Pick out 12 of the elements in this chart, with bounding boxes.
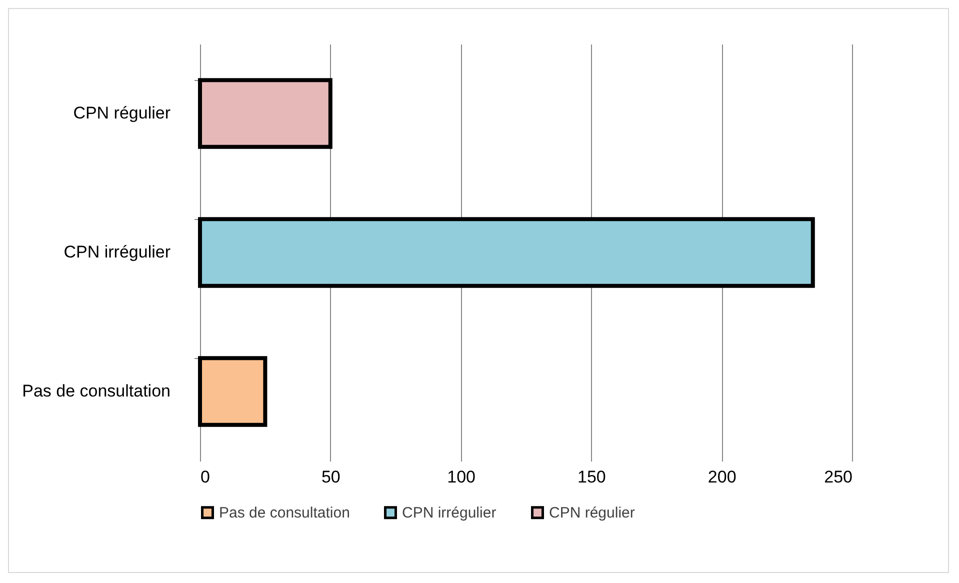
x-tick-label: 0 xyxy=(200,468,210,486)
x-tick-label: 200 xyxy=(708,468,736,486)
x-tick-label: 250 xyxy=(824,468,852,486)
x-tick-label: 50 xyxy=(321,468,340,486)
y-tick-label: Pas de consultation xyxy=(22,382,170,400)
legend-label: Pas de consultation xyxy=(219,504,350,522)
legend-label: CPN régulier xyxy=(549,504,635,522)
y-tick-label: CPN régulier xyxy=(73,104,171,122)
x-tick-label: 150 xyxy=(578,468,606,486)
legend-label: CPN irrégulier xyxy=(402,504,496,522)
x-tick-label: 100 xyxy=(447,468,476,486)
y-tick-label: CPN irrégulier xyxy=(64,242,171,262)
